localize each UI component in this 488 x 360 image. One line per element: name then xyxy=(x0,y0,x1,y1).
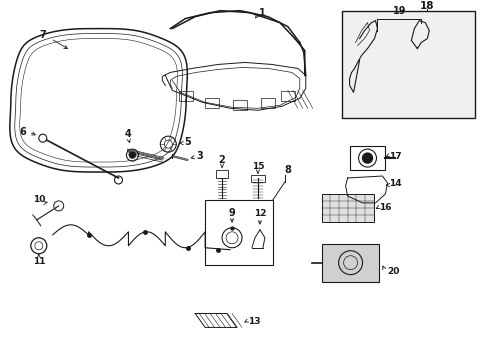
Text: 19: 19 xyxy=(392,6,406,15)
Bar xyxy=(233,100,246,110)
Bar xyxy=(321,194,373,222)
Text: 12: 12 xyxy=(253,210,265,219)
Text: 6: 6 xyxy=(20,127,26,137)
Bar xyxy=(250,175,264,182)
Text: 2: 2 xyxy=(218,155,225,165)
Bar xyxy=(349,146,385,170)
Text: 18: 18 xyxy=(419,1,434,11)
Circle shape xyxy=(362,153,372,163)
Text: 3: 3 xyxy=(196,151,203,161)
Bar xyxy=(205,200,272,265)
Text: 1: 1 xyxy=(258,8,265,18)
Text: 14: 14 xyxy=(388,180,401,189)
Bar xyxy=(179,91,193,101)
Text: 16: 16 xyxy=(379,203,391,212)
Text: 4: 4 xyxy=(125,129,132,139)
Bar xyxy=(321,244,379,282)
Text: 5: 5 xyxy=(184,137,191,147)
Text: 10: 10 xyxy=(33,195,45,204)
Text: 8: 8 xyxy=(284,165,291,175)
Text: 7: 7 xyxy=(40,30,46,40)
Text: 15: 15 xyxy=(251,162,264,171)
Text: 20: 20 xyxy=(386,267,399,276)
Bar xyxy=(216,170,227,178)
Text: 13: 13 xyxy=(247,317,260,326)
Bar xyxy=(205,98,219,108)
Bar xyxy=(341,11,474,118)
Bar xyxy=(280,91,294,101)
Text: 17: 17 xyxy=(388,152,401,161)
Text: 11: 11 xyxy=(33,257,45,266)
Bar xyxy=(261,98,274,108)
Circle shape xyxy=(129,152,135,158)
Text: 9: 9 xyxy=(228,208,235,218)
